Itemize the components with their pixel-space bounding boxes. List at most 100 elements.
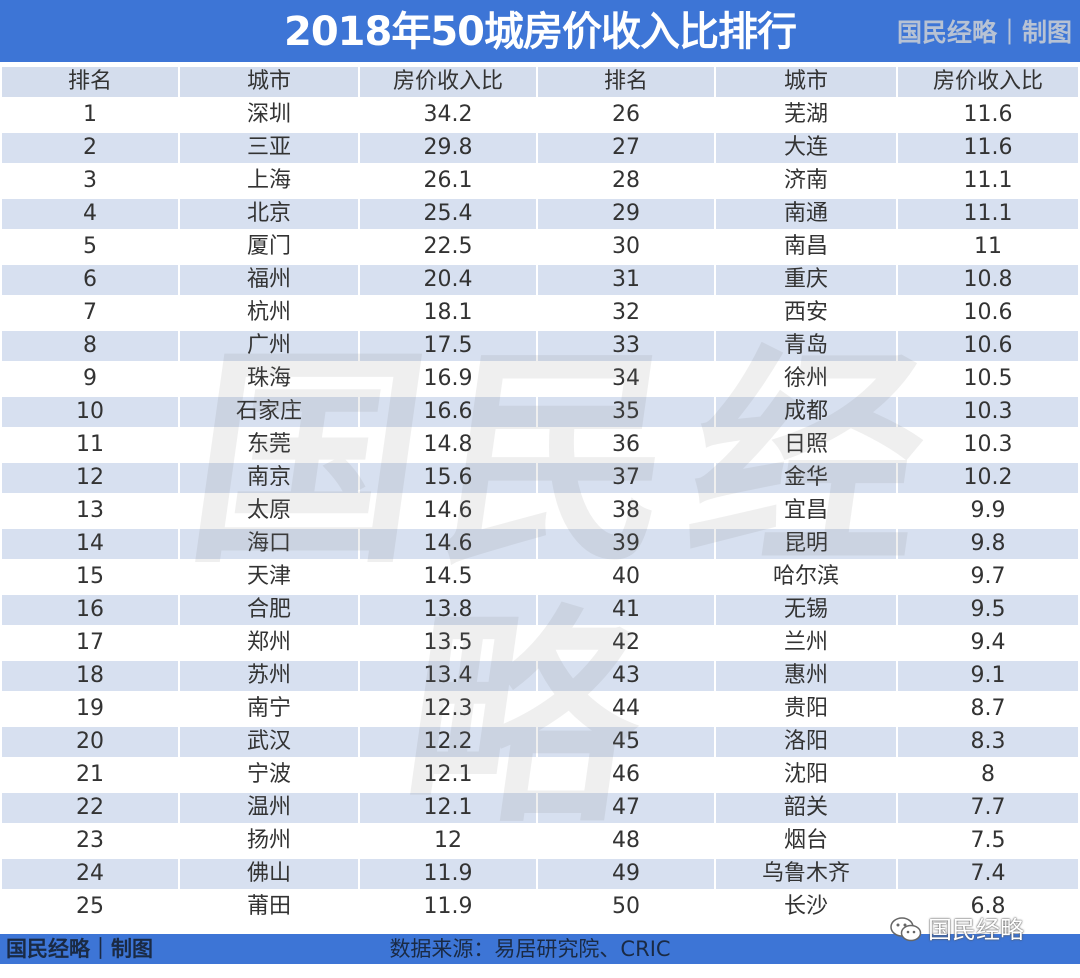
header-rank-right: 排名 (538, 67, 716, 97)
header-ratio-left: 房价收入比 (360, 67, 538, 97)
rank-cell: 19 (2, 694, 180, 724)
rank-cell: 23 (2, 826, 180, 856)
table-row: 12 南京 15.6 37 金华 10.2 (2, 463, 1078, 493)
city-cell: 南京 (180, 463, 360, 493)
rank-cell: 43 (538, 661, 716, 691)
rank-cell: 15 (2, 562, 180, 592)
city-cell: 韶关 (716, 793, 898, 823)
ratio-cell: 11.1 (898, 166, 1078, 196)
rank-cell: 5 (2, 232, 180, 262)
city-cell: 芜湖 (716, 100, 898, 130)
ratio-cell: 20.4 (360, 265, 538, 295)
table-row: 5 厦门 22.5 30 南昌 11 (2, 232, 1078, 262)
ratio-cell: 9.7 (898, 562, 1078, 592)
ratio-cell: 16.9 (360, 364, 538, 394)
rank-cell: 7 (2, 298, 180, 328)
ratio-cell: 9.5 (898, 595, 1078, 625)
city-cell: 长沙 (716, 892, 898, 922)
city-cell: 北京 (180, 199, 360, 229)
city-cell: 大连 (716, 133, 898, 163)
rank-cell: 49 (538, 859, 716, 889)
rank-cell: 2 (2, 133, 180, 163)
rank-cell: 16 (2, 595, 180, 625)
rank-cell: 25 (2, 892, 180, 922)
ratio-cell: 34.2 (360, 100, 538, 130)
ratio-cell: 17.5 (360, 331, 538, 361)
title-brand-badge: 国民经略｜制图 (896, 18, 1072, 47)
rank-cell: 29 (538, 199, 716, 229)
table-row: 14 海口 14.6 39 昆明 9.8 (2, 529, 1078, 559)
header-city-left: 城市 (180, 67, 360, 97)
city-cell: 佛山 (180, 859, 360, 889)
ratio-cell: 12.3 (360, 694, 538, 724)
table-row: 20 武汉 12.2 45 洛阳 8.3 (2, 727, 1078, 757)
wechat-account-badge: 国民经略 (890, 912, 1024, 948)
ratio-cell: 14.8 (360, 430, 538, 460)
wechat-icon (890, 916, 922, 944)
ratio-cell: 10.5 (898, 364, 1078, 394)
rank-cell: 40 (538, 562, 716, 592)
footer-bar: 数据来源：易居研究院、CRIC 国民经略｜制图 (0, 934, 1080, 964)
table-row: 7 杭州 18.1 32 西安 10.6 (2, 298, 1078, 328)
ratio-cell: 12.1 (360, 760, 538, 790)
page-title: 2018年50城房价收入比排行 (284, 9, 797, 55)
table-row: 8 广州 17.5 33 青岛 10.6 (2, 331, 1078, 361)
rank-cell: 6 (2, 265, 180, 295)
ratio-cell: 7.5 (898, 826, 1078, 856)
rank-cell: 11 (2, 430, 180, 460)
table-row: 11 东莞 14.8 36 日照 10.3 (2, 430, 1078, 460)
ratio-cell: 10.3 (898, 430, 1078, 460)
city-cell: 重庆 (716, 265, 898, 295)
ratio-cell: 14.5 (360, 562, 538, 592)
city-cell: 济南 (716, 166, 898, 196)
table-row: 15 天津 14.5 40 哈尔滨 9.7 (2, 562, 1078, 592)
city-cell: 乌鲁木齐 (716, 859, 898, 889)
city-cell: 莆田 (180, 892, 360, 922)
rank-cell: 50 (538, 892, 716, 922)
wechat-account-name: 国民经略 (928, 916, 1024, 944)
ratio-cell: 8.7 (898, 694, 1078, 724)
ranking-table-body: 排名 城市 房价收入比 排名 城市 房价收入比 1 深圳 34.2 26 芜湖 11.6 2… (2, 67, 1078, 922)
city-cell: 金华 (716, 463, 898, 493)
table-header-row: 排名 城市 房价收入比 排名 城市 房价收入比 (2, 67, 1078, 97)
ratio-cell: 13.5 (360, 628, 538, 658)
city-cell: 珠海 (180, 364, 360, 394)
table-row: 1 深圳 34.2 26 芜湖 11.6 (2, 100, 1078, 130)
table-row: 19 南宁 12.3 44 贵阳 8.7 (2, 694, 1078, 724)
rank-cell: 38 (538, 496, 716, 526)
rank-cell: 22 (2, 793, 180, 823)
data-source-note: 数据来源：易居研究院、CRIC (389, 937, 671, 961)
city-cell: 三亚 (180, 133, 360, 163)
city-cell: 宜昌 (716, 496, 898, 526)
city-cell: 杭州 (180, 298, 360, 328)
table-row: 25 莆田 11.9 50 长沙 6.8 (2, 892, 1078, 922)
ratio-cell: 10.6 (898, 298, 1078, 328)
ratio-cell: 10.8 (898, 265, 1078, 295)
table-row: 4 北京 25.4 29 南通 11.1 (2, 199, 1078, 229)
city-cell: 洛阳 (716, 727, 898, 757)
rank-cell: 37 (538, 463, 716, 493)
rank-cell: 30 (538, 232, 716, 262)
ratio-cell: 8.3 (898, 727, 1078, 757)
city-cell: 厦门 (180, 232, 360, 262)
city-cell: 西安 (716, 298, 898, 328)
rank-cell: 27 (538, 133, 716, 163)
rank-cell: 10 (2, 397, 180, 427)
city-cell: 惠州 (716, 661, 898, 691)
rank-cell: 3 (2, 166, 180, 196)
ratio-cell: 12.1 (360, 793, 538, 823)
rank-cell: 32 (538, 298, 716, 328)
city-cell: 石家庄 (180, 397, 360, 427)
rank-cell: 13 (2, 496, 180, 526)
ratio-cell: 6.8 (898, 892, 1078, 922)
rank-cell: 48 (538, 826, 716, 856)
city-cell: 南昌 (716, 232, 898, 262)
rank-cell: 1 (2, 100, 180, 130)
rank-cell: 18 (2, 661, 180, 691)
ratio-cell: 18.1 (360, 298, 538, 328)
ratio-cell: 12 (360, 826, 538, 856)
city-cell: 兰州 (716, 628, 898, 658)
title-bar: 2018年50城房价收入比排行 国民经略｜制图 (0, 0, 1080, 62)
rank-cell: 28 (538, 166, 716, 196)
city-cell: 哈尔滨 (716, 562, 898, 592)
